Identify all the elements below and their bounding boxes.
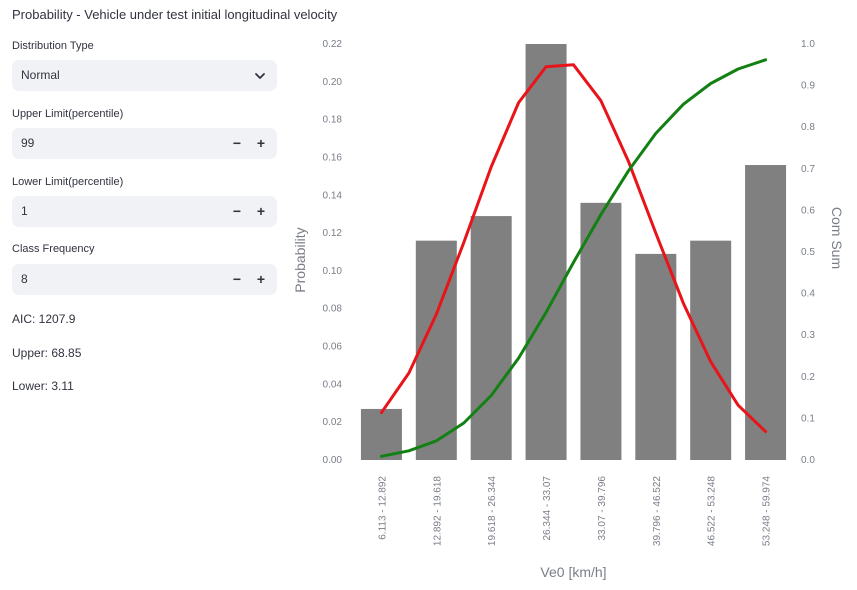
lower-limit-increment-button[interactable]: + (256, 203, 266, 219)
y-tick-label: 0.20 (323, 77, 343, 88)
bar (580, 202, 622, 460)
y-tick-label: 0.02 (323, 417, 343, 428)
distribution-type-value: Normal (21, 68, 60, 82)
y2-axis-title: Com Sum (829, 207, 845, 269)
y2-tick-label: 0.9 (801, 81, 815, 92)
class-frequency-label: Class Frequency (12, 243, 95, 255)
upper-limit-decrement-button[interactable]: − (232, 135, 242, 151)
x-tick-label: 26.344 - 33.07 (542, 476, 553, 541)
y-tick-label: 0.22 (323, 39, 343, 50)
lower-limit-input[interactable]: 1 − + (12, 196, 277, 227)
x-tick-label: 53.248 - 59.974 (762, 476, 773, 546)
class-frequency-input[interactable]: 8 − + (12, 264, 277, 295)
y2-tick-label: 0.2 (801, 372, 815, 383)
aic-value: AIC: 1207.9 (12, 312, 76, 326)
cdf-line (379, 58, 768, 458)
bar (470, 216, 512, 460)
x-tick-label: 46.522 - 53.248 (707, 476, 718, 546)
distribution-type-label: Distribution Type (12, 40, 94, 52)
bar (635, 253, 677, 460)
y-tick-label: 0.16 (323, 152, 343, 163)
lower-limit-decrement-button[interactable]: − (232, 203, 242, 219)
y-tick-label: 0.12 (323, 228, 343, 239)
x-tick-label: 19.618 - 26.344 (487, 476, 498, 546)
probability-chart: 0.00 0.02 0.04 0.06 0.08 0.10 0.12 0.14 0.16 0.18… (292, 39, 845, 580)
upper-limit-increment-button[interactable]: + (256, 135, 266, 151)
x-tick-label: 39.796 - 46.522 (652, 476, 663, 546)
distribution-type-select[interactable]: Normal (12, 60, 277, 91)
y-tick-label: 0.18 (323, 115, 343, 126)
bar (690, 240, 732, 460)
y2-tick-label: 0.1 (801, 413, 815, 424)
y-tick-label: 0.08 (323, 304, 343, 315)
y-tick-label: 0.06 (323, 342, 343, 353)
y2-tick-label: 0.0 (801, 455, 815, 466)
bar (360, 408, 402, 460)
upper-limit-value: 99 (21, 136, 35, 150)
lower-limit-value: 1 (21, 204, 28, 218)
y2-tick-label: 0.3 (801, 330, 815, 341)
x-tick-label: 12.892 - 19.618 (432, 476, 443, 546)
y-axis-title: Probability (292, 227, 308, 292)
y2-tick-label: 1.0 (801, 39, 815, 50)
y-tick-label: 0.14 (323, 190, 343, 201)
upper-limit-input[interactable]: 99 − + (12, 128, 277, 159)
x-tick-label: 6.113 - 12.892 (377, 476, 388, 540)
lower-value: Lower: 3.11 (12, 379, 74, 393)
page-title: Probability - Vehicle under test initial… (12, 7, 338, 22)
chevron-down-icon (255, 73, 265, 79)
class-frequency-increment-button[interactable]: + (256, 271, 266, 287)
y-tick-label: 0.00 (323, 455, 343, 466)
bar (745, 165, 787, 460)
y2-tick-label: 0.6 (801, 205, 815, 216)
class-frequency-value: 8 (21, 272, 28, 286)
bar (525, 44, 567, 460)
y2-tick-label: 0.7 (801, 164, 815, 175)
upper-limit-label: Upper Limit(percentile) (12, 108, 124, 120)
pdf-line (379, 63, 768, 434)
y2-tick-label: 0.4 (801, 289, 815, 300)
y-tick-label: 0.04 (323, 379, 343, 390)
class-frequency-decrement-button[interactable]: − (232, 271, 242, 287)
upper-value: Upper: 68.85 (12, 346, 82, 360)
y-tick-label: 0.10 (323, 266, 343, 277)
x-axis-title: Ve0 [km/h] (540, 564, 606, 580)
x-tick-label: 33.07 - 39.796 (597, 476, 608, 541)
y2-tick-label: 0.8 (801, 122, 815, 133)
y2-tick-label: 0.5 (801, 247, 815, 258)
lower-limit-label: Lower Limit(percentile) (12, 176, 124, 188)
